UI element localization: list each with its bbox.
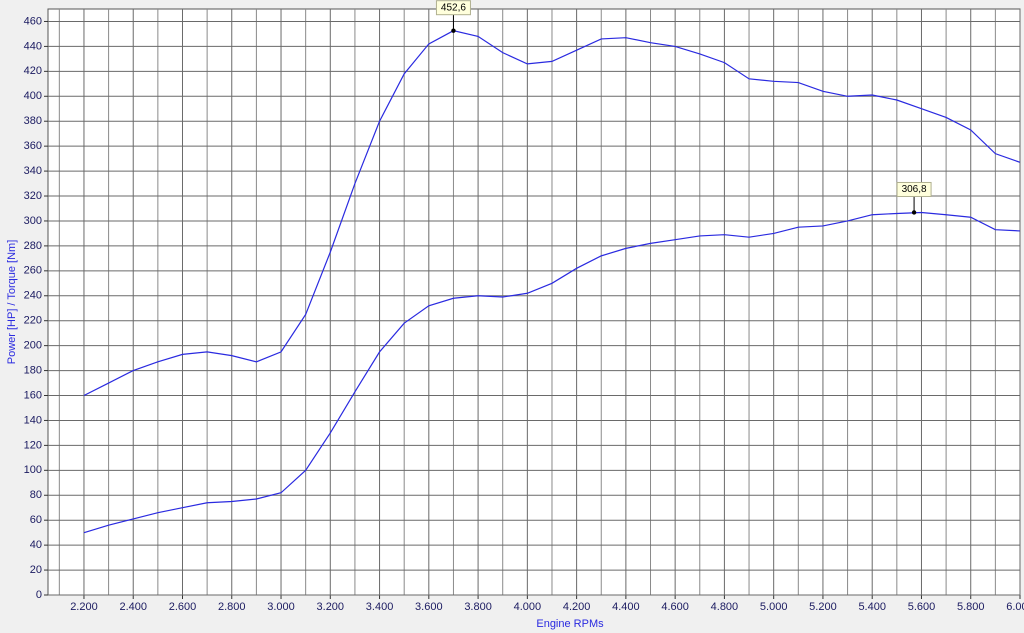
y-tick-label: 280 [24, 240, 42, 252]
y-tick-label: 140 [24, 414, 42, 426]
x-tick-label: 4.800 [711, 601, 739, 613]
y-tick-label: 260 [24, 265, 42, 277]
x-tick-label: 4.200 [563, 601, 591, 613]
y-tick-label: 220 [24, 315, 42, 327]
annotation-label: 306,8 [902, 184, 927, 195]
y-tick-label: 180 [24, 364, 42, 376]
y-tick-label: 40 [30, 539, 42, 551]
x-tick-label: 2.600 [169, 601, 197, 613]
x-tick-label: 5.400 [858, 601, 886, 613]
annotation-label: 452,6 [441, 2, 466, 13]
y-tick-label: 20 [30, 564, 42, 576]
y-tick-label: 320 [24, 190, 42, 202]
x-tick-label: 5.200 [809, 601, 837, 613]
x-tick-label: 5.000 [760, 601, 788, 613]
annotation-point [911, 210, 917, 215]
x-tick-label: 5.800 [957, 601, 985, 613]
series-line [83, 211, 1021, 534]
y-tick-label: 440 [24, 40, 42, 52]
x-tick-label: 3.200 [317, 601, 345, 613]
annotation-box [896, 181, 932, 197]
y-tick-label: 360 [24, 140, 42, 152]
x-tick-label: 5.600 [908, 601, 936, 613]
annotation-box [435, 0, 471, 16]
x-tick-label: 3.800 [464, 601, 492, 613]
y-tick-label: 420 [24, 65, 42, 77]
y-tick-label: 60 [30, 514, 42, 526]
x-tick-label: 4.600 [661, 601, 689, 613]
y-tick-label: 340 [24, 165, 42, 177]
x-tick-label: 3.000 [267, 601, 295, 613]
series-line [83, 30, 1021, 397]
y-tick-label: 460 [24, 15, 42, 27]
x-tick-label: 3.400 [366, 601, 394, 613]
x-tick-label: 2.200 [70, 601, 98, 613]
x-tick-label: 3.600 [415, 601, 443, 613]
y-tick-label: 80 [30, 489, 42, 501]
y-tick-label: 200 [24, 340, 42, 352]
x-tick-label: 2.400 [119, 601, 147, 613]
y-axis-label: Power [HP] / Torque [Nm] [6, 240, 18, 365]
y-tick-label: 240 [24, 290, 42, 302]
y-tick-label: 380 [24, 115, 42, 127]
x-axis-label: Engine RPMs [536, 618, 604, 630]
y-tick-label: 400 [24, 90, 42, 102]
x-tick-label: 6.000 [1006, 601, 1024, 613]
plot-area [47, 8, 1021, 596]
annotation-point [451, 28, 456, 33]
y-tick-label: 100 [24, 464, 42, 476]
x-tick-label: 2.800 [218, 601, 246, 613]
y-tick-label: 160 [24, 389, 42, 401]
y-tick-label: 120 [24, 439, 42, 451]
y-tick-label: 300 [24, 215, 42, 227]
x-tick-label: 4.000 [514, 601, 542, 613]
y-tick-label: 0 [36, 589, 42, 601]
x-tick-label: 4.400 [612, 601, 640, 613]
